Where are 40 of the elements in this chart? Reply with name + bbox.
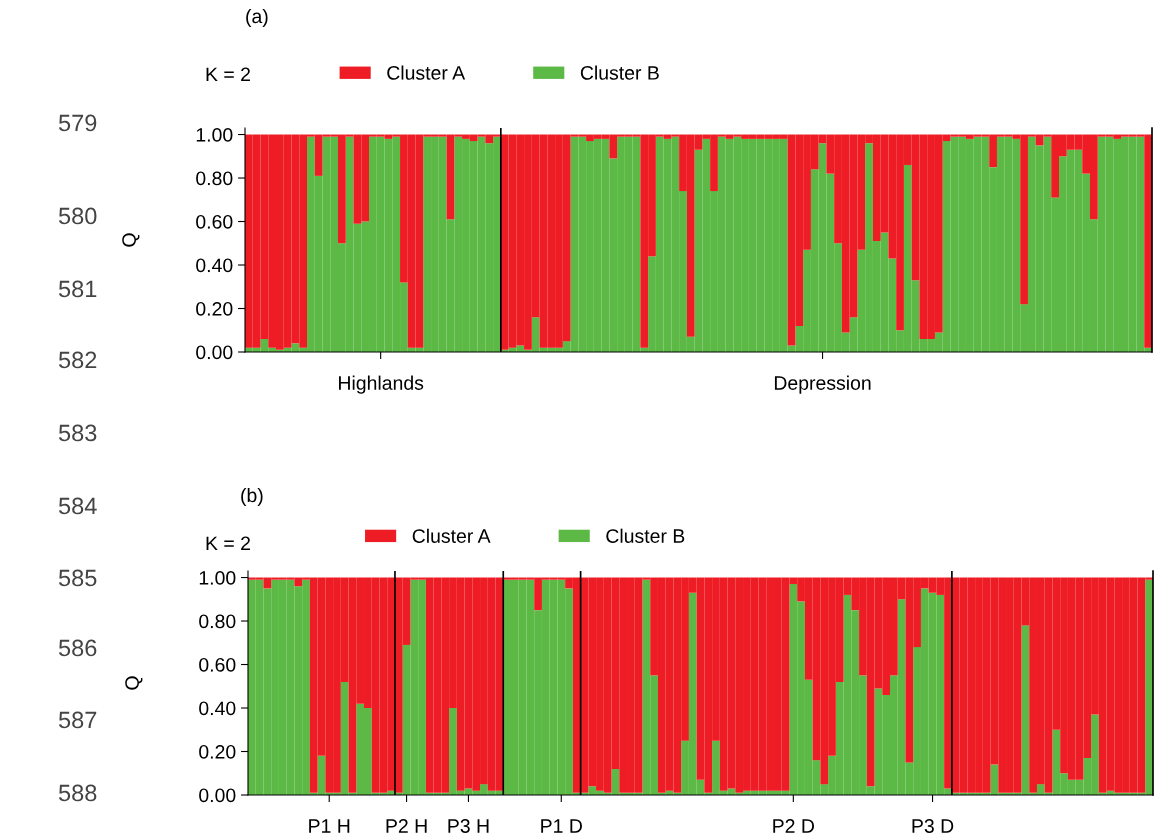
- legend-title: K = 2: [206, 67, 250, 82]
- y-tick-label: 0.40: [196, 258, 233, 273]
- text: P3 D: [912, 819, 954, 833]
- text: 588: [58, 784, 97, 802]
- text: P1 D: [541, 819, 582, 833]
- text: 585: [58, 569, 97, 587]
- y-tick-label: 0.20: [196, 301, 233, 316]
- y-tick-label: 0.40: [199, 701, 236, 716]
- y-tick-label: 0.60: [196, 214, 233, 229]
- text: P2 D: [773, 819, 815, 833]
- text: 584: [58, 497, 97, 515]
- text: 583: [58, 424, 97, 442]
- y-tick-label: 0.80: [196, 171, 233, 186]
- y-tick-label: 0.00: [199, 788, 236, 803]
- text: 587: [58, 711, 97, 729]
- y-tick-label: 1.00: [196, 127, 233, 142]
- y-tick-label: 0.00: [196, 345, 233, 360]
- text: P2 H: [386, 819, 427, 833]
- y-axis-title: Q: [125, 676, 143, 690]
- y-axis-title: Q: [122, 233, 140, 247]
- text: 586: [58, 639, 97, 657]
- text: P1 H: [309, 819, 350, 833]
- legend-label: Cluster B: [606, 528, 685, 543]
- legend-label: Cluster A: [412, 528, 491, 543]
- legend-label: Cluster A: [387, 65, 466, 80]
- text: 580: [58, 207, 97, 225]
- y-tick-label: 0.60: [199, 657, 236, 672]
- chart-title: (a): [246, 8, 268, 28]
- text: 581: [58, 280, 97, 298]
- y-tick-label: 0.20: [199, 744, 236, 759]
- legend-label: Cluster B: [580, 65, 659, 80]
- text: Depression: [774, 375, 871, 394]
- legend-title: K = 2: [206, 536, 250, 551]
- text: 579: [58, 114, 97, 132]
- text: Highlands: [339, 375, 424, 394]
- chart-title: (b): [241, 487, 263, 507]
- text: 582: [58, 351, 97, 369]
- y-tick-label: 0.80: [199, 614, 236, 629]
- y-tick-label: 1.00: [199, 570, 236, 585]
- text: P3 H: [448, 819, 489, 833]
